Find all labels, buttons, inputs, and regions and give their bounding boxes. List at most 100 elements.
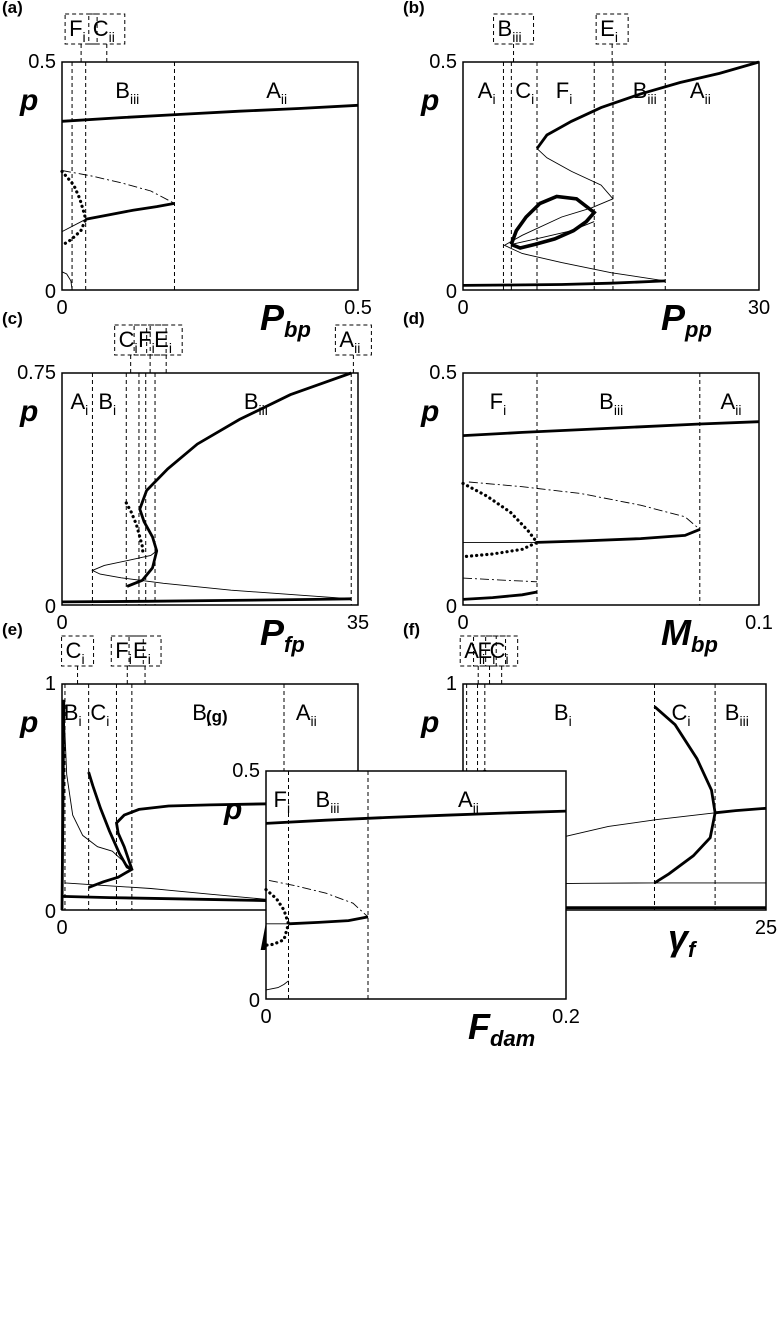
regime-label-sub: i [207, 713, 210, 729]
regime-label-sub: ii [311, 713, 317, 729]
panel-label: (d) [403, 309, 425, 328]
y-axis-label: p [19, 84, 38, 117]
x-axis-label-sub: pp [684, 317, 712, 342]
regime-label: Biii [633, 78, 657, 107]
regime-label: Aii [690, 78, 711, 107]
curve-thick [535, 60, 760, 150]
plot-frame [61, 61, 359, 291]
x-tick-label: 30 [748, 297, 770, 319]
curve-thick [714, 806, 767, 815]
x-tick-label: 0.5 [344, 297, 372, 319]
regime-label: Aii [296, 700, 317, 729]
regime-label: Aii [721, 389, 742, 418]
y-tick-label: 0 [45, 596, 56, 618]
y-tick-label: 0.5 [232, 760, 260, 782]
regime-label: Aii [266, 78, 287, 107]
curve-thick [462, 420, 760, 437]
curve-dotted [461, 481, 540, 559]
regime-label-sub: iii [259, 402, 268, 418]
regime-label: Ci [66, 638, 85, 667]
curve-loop [509, 194, 597, 250]
regime-label: Biii [115, 78, 139, 107]
regime-label: Ci [490, 638, 509, 667]
regime-label-main: B [725, 700, 740, 725]
panel-label: (g) [206, 707, 228, 726]
x-axis-label-main: γ [668, 917, 690, 958]
panel-label: (b) [403, 0, 425, 17]
regime-label-sub: iii [647, 91, 656, 107]
regime-label-main: B [244, 389, 259, 414]
regime-label: Ci [515, 78, 534, 107]
regime-label: Fi [69, 16, 86, 45]
regime-label-main: E [133, 638, 148, 663]
regime-label-main: A [458, 787, 473, 812]
regime-label-main: C [90, 700, 106, 725]
regime-label-main: F [274, 787, 287, 812]
x-axis-label: Mbp [661, 612, 718, 657]
regime-label: Biii [725, 700, 749, 729]
regime-label-main: F [556, 78, 569, 103]
y-tick-label: 0 [45, 901, 56, 923]
curve-thick [60, 699, 66, 911]
regime-label-sub: i [85, 402, 88, 418]
regime-label-sub: ii [735, 402, 741, 418]
regime-label: Biii [244, 389, 268, 418]
regime-label-sub: ii [705, 91, 711, 107]
regime-label-sub: i [531, 91, 534, 107]
y-axis-label: p [420, 84, 439, 117]
regime-label-main: A [690, 78, 705, 103]
y-axis-label: p [223, 793, 242, 826]
regime-label-sub: i [569, 713, 572, 729]
regime-label-sub: i [169, 340, 172, 356]
x-tick-label: 25 [755, 917, 777, 939]
regime-label-sub: i [506, 651, 509, 667]
curve-dashdot [468, 481, 701, 530]
regime-label-main: B [599, 389, 614, 414]
regime-label: Biii [316, 787, 340, 816]
plot-frame [265, 770, 567, 1000]
y-tick-label: 0.5 [28, 51, 56, 73]
x-axis-label: Pfp [260, 612, 305, 657]
y-tick-label: 0 [45, 281, 56, 303]
regime-label-main: B [633, 78, 648, 103]
curve-thick [87, 771, 133, 871]
y-tick-label: 1 [446, 673, 457, 695]
x-axis-label: Fdam [468, 1006, 535, 1051]
regime-label-sub: ii [479, 651, 485, 667]
y-tick-label: 0 [446, 596, 457, 618]
regime-label: Ci [90, 700, 109, 729]
y-axis-label: p [420, 706, 439, 739]
plot-frame [462, 372, 760, 606]
y-axis-label: p [420, 395, 439, 428]
x-tick-label: 35 [347, 612, 369, 634]
regime-label-main: A [296, 700, 311, 725]
curve-thin [61, 218, 86, 232]
x-tick-label: 0 [56, 612, 67, 634]
regime-label-main: B [115, 78, 130, 103]
regime-label: Bi [192, 700, 210, 729]
curve-thick [288, 915, 369, 926]
curve-thick [536, 528, 701, 544]
curve-thin [503, 148, 666, 282]
curve-thick [462, 590, 538, 601]
regime-label-sub: ii [281, 91, 287, 107]
regime-label-main: C [515, 78, 531, 103]
curve-thick [88, 801, 359, 889]
curve-dashdot [268, 879, 369, 918]
regime-label-sub: ii [354, 340, 360, 356]
regime-label-sub: i [81, 651, 84, 667]
regime-label-main: F [490, 389, 503, 414]
regime-label-main: B [192, 700, 207, 725]
regime-label-main: F [69, 16, 82, 41]
x-axis-label: Pbp [260, 297, 311, 342]
curve-thin [265, 980, 289, 991]
x-axis-label-main: M [661, 612, 692, 653]
curve-dotted [60, 169, 88, 247]
regime-label-sub: i [148, 651, 151, 667]
regime-label-main: E [154, 327, 169, 352]
regime-label-sub: iii [512, 29, 521, 45]
regime-label-sub: i [106, 713, 109, 729]
regime-label-main: A [464, 638, 479, 663]
